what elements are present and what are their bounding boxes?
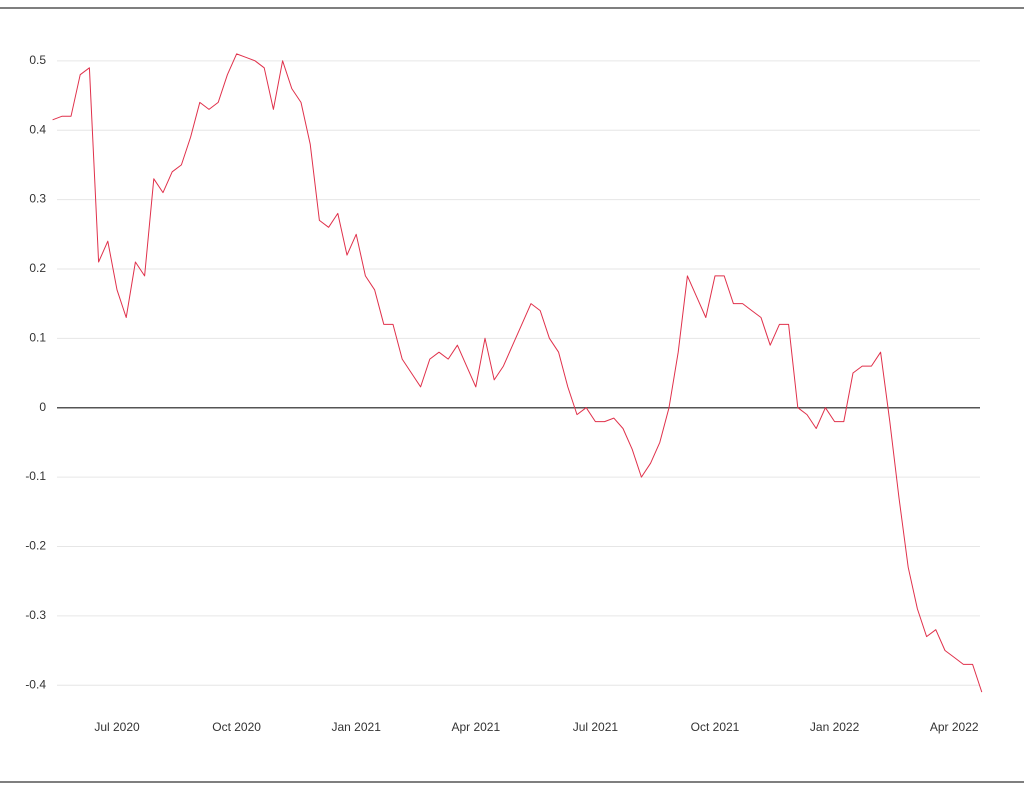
y-tick-label: 0.3 [29, 192, 46, 206]
y-tick-label: 0.2 [29, 261, 46, 275]
x-tick-label: Apr 2022 [930, 720, 979, 734]
y-tick-label: 0 [39, 400, 46, 414]
x-tick-label: Oct 2020 [212, 720, 261, 734]
data-line [52, 53, 983, 693]
y-tick-label: -0.1 [25, 469, 46, 483]
y-tick-label: 0.5 [29, 53, 46, 67]
x-tick-label: Jan 2021 [332, 720, 382, 734]
x-tick-label: Jul 2021 [573, 720, 619, 734]
x-tick-label: Oct 2021 [691, 720, 740, 734]
x-tick-label: Jan 2022 [810, 720, 860, 734]
y-tick-label: -0.2 [25, 539, 46, 553]
y-tick-label: -0.3 [25, 608, 46, 622]
y-tick-label: 0.1 [29, 330, 46, 344]
y-tick-label: -0.4 [25, 677, 46, 691]
x-tick-label: Apr 2021 [451, 720, 500, 734]
y-tick-label: 0.4 [29, 122, 46, 136]
x-tick-label: Jul 2020 [94, 720, 140, 734]
